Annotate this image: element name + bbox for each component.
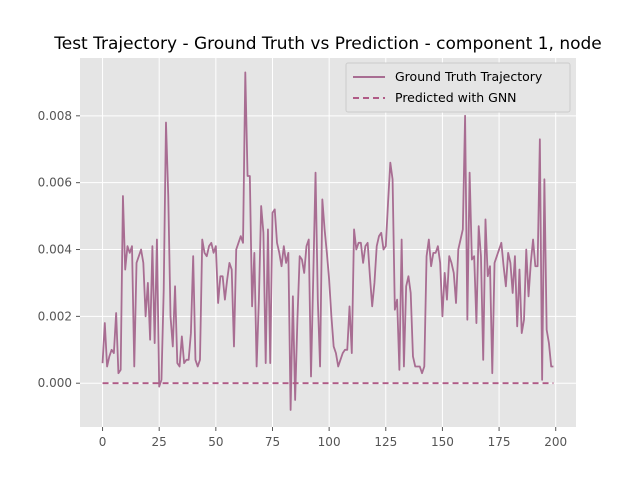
y-tick-label: 0.004 bbox=[38, 243, 72, 257]
chart-title: Test Trajectory - Ground Truth vs Predic… bbox=[53, 34, 602, 54]
x-tick-label: 75 bbox=[265, 435, 280, 449]
x-tick-label: 50 bbox=[208, 435, 223, 449]
x-tick-label: 25 bbox=[152, 435, 167, 449]
x-tick-label: 175 bbox=[488, 435, 511, 449]
series-line-ground-truth bbox=[101, 71, 554, 411]
x-tick-label: 150 bbox=[431, 435, 454, 449]
x-tick-label: 0 bbox=[99, 435, 107, 449]
y-tick-label: 0.000 bbox=[38, 376, 72, 390]
legend-label-prediction: Predicted with GNN bbox=[395, 90, 517, 105]
y-tick-labels: 0.000 0.002 0.004 0.006 0.008 bbox=[38, 109, 72, 390]
x-tick-label: 100 bbox=[318, 435, 341, 449]
y-tick-label: 0.006 bbox=[38, 176, 72, 190]
x-tick-label: 200 bbox=[544, 435, 567, 449]
legend-box bbox=[345, 62, 571, 113]
legend: Ground Truth Trajectory Predicted with G… bbox=[345, 62, 571, 113]
x-tick-labels: 0 25 50 75 100 125 150 175 200 bbox=[99, 435, 567, 449]
y-tick-label: 0.002 bbox=[38, 309, 72, 323]
y-tick-label: 0.008 bbox=[38, 109, 72, 123]
x-tick-label: 125 bbox=[374, 435, 397, 449]
legend-label-ground-truth: Ground Truth Trajectory bbox=[395, 69, 543, 84]
series-layer bbox=[101, 71, 554, 411]
